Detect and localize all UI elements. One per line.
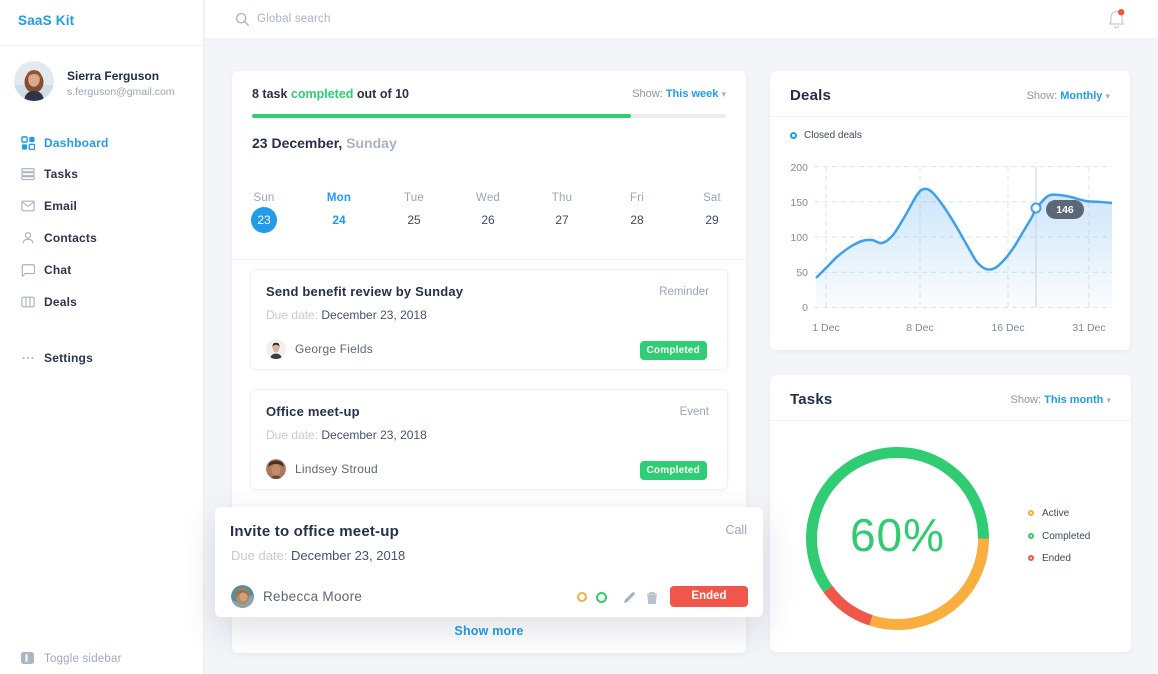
svg-text:100: 100	[790, 232, 808, 244]
svg-text:1 Dec: 1 Dec	[812, 322, 839, 334]
svg-text:146: 146	[1056, 204, 1074, 216]
svg-text:8 Dec: 8 Dec	[906, 322, 933, 334]
svg-text:16 Dec: 16 Dec	[991, 322, 1024, 334]
svg-text:150: 150	[790, 197, 808, 209]
svg-text:0: 0	[802, 302, 808, 314]
svg-text:50: 50	[796, 267, 808, 279]
svg-text:200: 200	[790, 162, 808, 174]
svg-text:31 Dec: 31 Dec	[1072, 322, 1105, 334]
